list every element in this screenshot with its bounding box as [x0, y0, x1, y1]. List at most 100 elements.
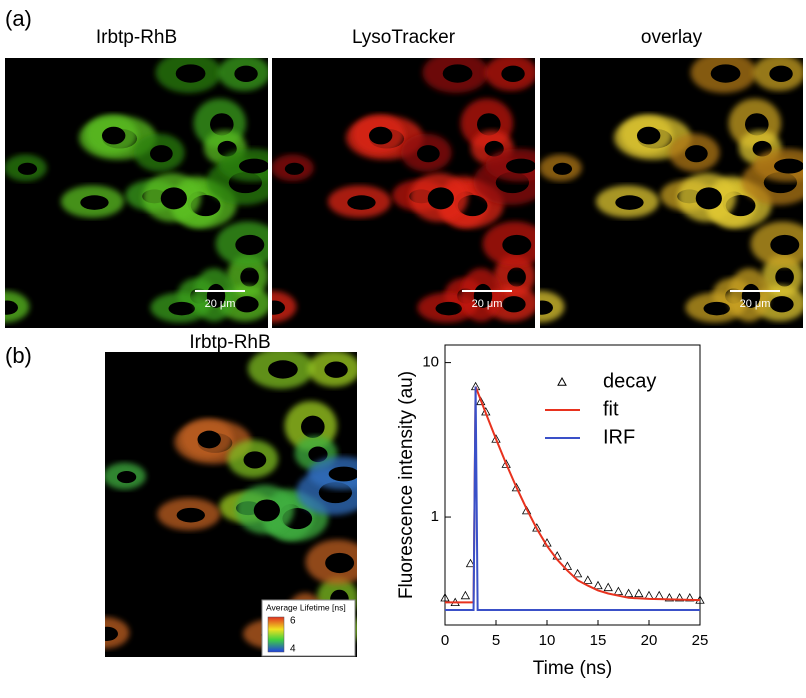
panel-label: (b): [5, 343, 32, 368]
nucleus: [243, 451, 267, 469]
nucleus: [234, 65, 258, 83]
nucleus: [149, 145, 173, 163]
data-point: [460, 590, 471, 600]
nucleus: [695, 187, 722, 210]
nucleus: [175, 64, 206, 83]
nucleus: [636, 126, 661, 145]
nucleus: [284, 162, 305, 175]
data-point: [634, 588, 644, 598]
nucleus: [308, 446, 328, 463]
nucleus: [741, 283, 761, 308]
y-tick-label: 1: [431, 508, 439, 525]
legend-label: decay: [603, 370, 656, 392]
x-tick-label: 15: [590, 632, 607, 649]
nucleus: [272, 300, 285, 315]
nucleus: [347, 195, 376, 210]
legend-label: IRF: [603, 426, 635, 448]
nucleus: [506, 158, 535, 174]
data-point: [521, 505, 532, 515]
nucleus: [416, 145, 440, 163]
color-bar-min: 4: [290, 644, 296, 655]
nucleus: [116, 471, 137, 484]
nucleus: [253, 499, 280, 522]
legend-label: fit: [603, 398, 619, 420]
nucleus: [775, 267, 794, 287]
cells: [540, 58, 803, 323]
y-axis-label: Fluorescence intensity (au): [396, 371, 417, 599]
x-tick-label: 0: [441, 632, 449, 649]
data-point: [572, 568, 583, 578]
nucleus: [427, 187, 454, 210]
nucleus: [769, 65, 793, 83]
nucleus: [17, 162, 38, 175]
nucleus: [745, 113, 769, 136]
legend-marker: [557, 376, 567, 386]
nucleus: [770, 296, 794, 313]
nucleus: [774, 158, 803, 174]
data-point: [623, 588, 634, 598]
nucleus: [442, 64, 473, 83]
nucleus: [101, 126, 126, 145]
data-point: [613, 586, 624, 596]
cells: [5, 58, 268, 323]
nucleus: [684, 145, 708, 163]
nucleus: [501, 65, 525, 83]
nucleus: [301, 415, 325, 438]
color-bar: [267, 616, 285, 653]
data-point: [465, 558, 476, 568]
nucleus: [176, 507, 205, 523]
scale-bar-label: 20 μm: [205, 298, 236, 310]
data-point: [664, 592, 675, 602]
nucleus: [473, 283, 493, 308]
nucleus: [368, 126, 393, 145]
x-tick-label: 10: [539, 632, 556, 649]
nucleus: [105, 626, 118, 641]
nucleus: [80, 195, 109, 210]
nucleus: [552, 162, 573, 175]
data-point: [674, 592, 685, 602]
data-point: [501, 459, 511, 468]
data-point: [603, 582, 613, 592]
nucleus: [268, 360, 298, 379]
data-point: [583, 575, 593, 584]
nucleus: [235, 234, 265, 255]
nucleus: [210, 113, 234, 136]
x-tick-label: 25: [692, 632, 709, 649]
nucleus: [477, 113, 501, 136]
nucleus: [502, 234, 532, 255]
scale-bar-label: 20 μm: [740, 298, 771, 310]
x-axis-label: Time (ns): [533, 658, 613, 679]
nucleus: [615, 195, 644, 210]
nucleus: [502, 296, 526, 313]
cells: [272, 58, 535, 323]
nucleus: [703, 301, 730, 316]
color-bar-max: 6: [290, 616, 296, 627]
nucleus: [435, 301, 462, 316]
nucleus: [328, 466, 357, 482]
data-point: [685, 592, 695, 602]
nucleus: [168, 301, 195, 316]
panel-label: (a): [5, 6, 32, 31]
nucleus: [5, 300, 18, 315]
nucleus: [324, 361, 348, 378]
data-point: [654, 590, 664, 600]
data-point: [476, 396, 486, 406]
image-title: Irbtp-RhB: [189, 332, 270, 353]
x-tick-label: 20: [641, 632, 658, 649]
nucleus: [540, 300, 553, 315]
nucleus: [235, 296, 259, 313]
series-line: [445, 386, 701, 604]
data-point: [511, 482, 522, 492]
nucleus: [240, 267, 259, 287]
legend-title: Average Lifetime [ns]: [266, 602, 346, 612]
nucleus: [239, 158, 268, 174]
nucleus: [325, 552, 355, 574]
data-point: [440, 592, 450, 602]
image-title: overlay: [641, 27, 703, 48]
nucleus: [507, 267, 526, 287]
data-point: [532, 523, 542, 532]
nucleus: [160, 187, 187, 210]
data-point: [593, 580, 603, 590]
data-point: [491, 434, 501, 443]
nucleus: [710, 64, 741, 83]
